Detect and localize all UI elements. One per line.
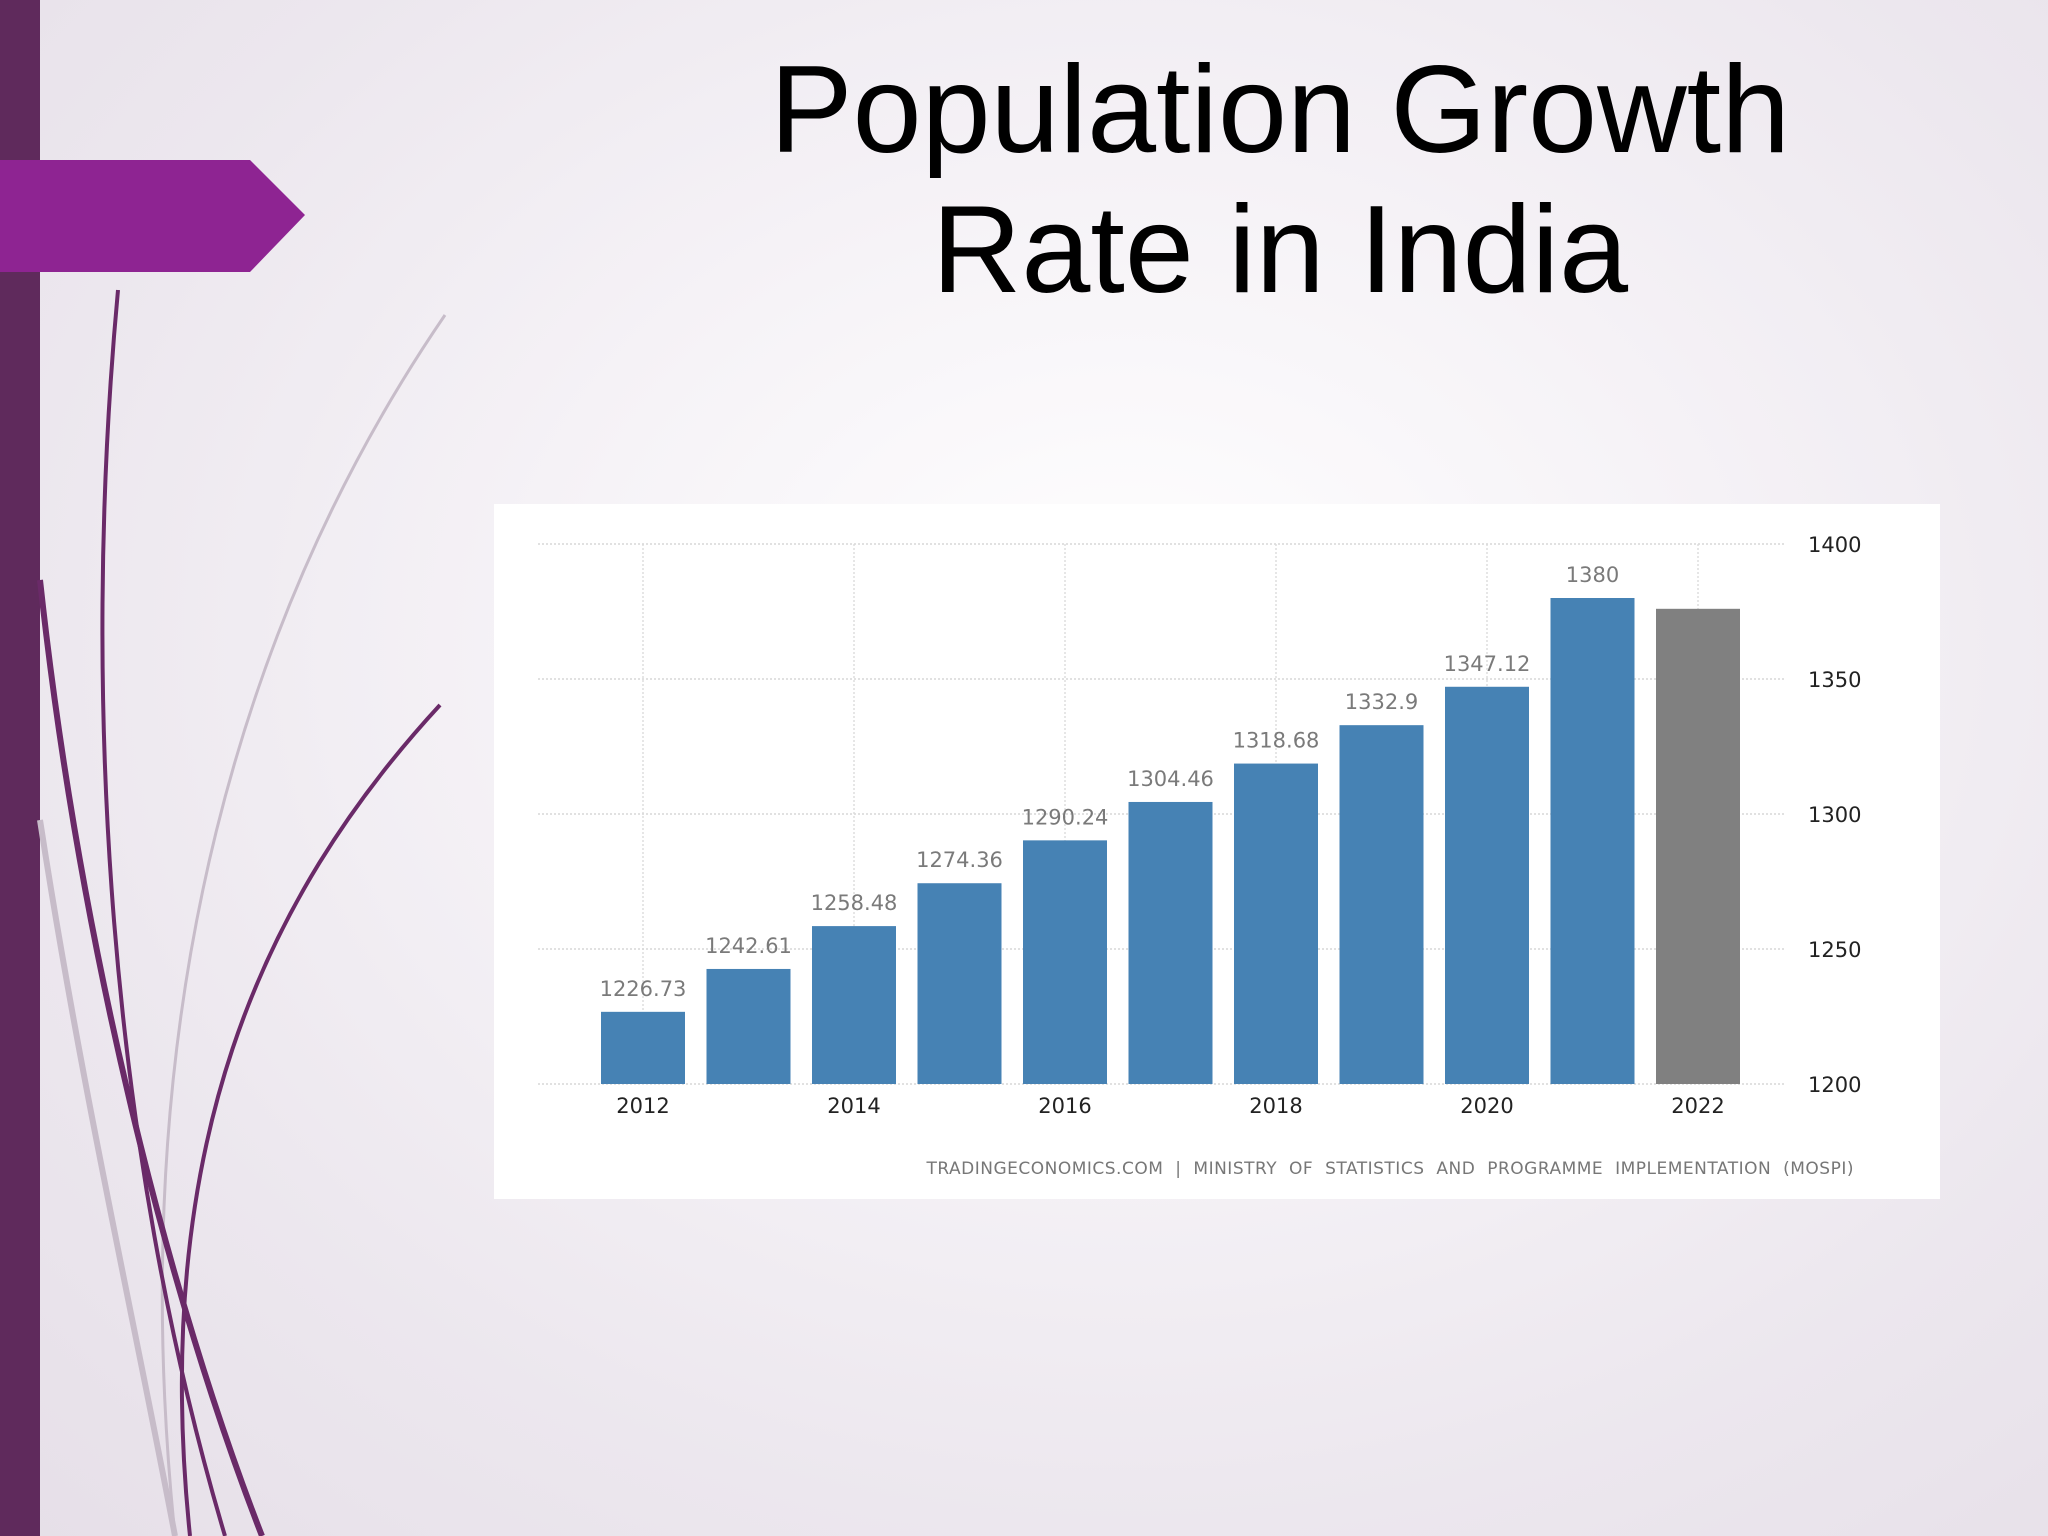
data-bar <box>1234 763 1318 1084</box>
bar-value-label: 1318.68 <box>1233 729 1320 753</box>
x-tick-label: 2016 <box>1038 1094 1091 1118</box>
y-tick-label: 1350 <box>1808 668 1861 692</box>
bar-chart: 1200 1250 1300 1350 1400 1226.73 1242.61 1258.4… <box>538 533 1861 1118</box>
slide-decoration <box>0 0 447 1536</box>
bar-value-label: 1347.12 <box>1444 652 1531 676</box>
decor-curve-light-2 <box>37 819 178 1536</box>
forecast-bar <box>1656 608 1740 1084</box>
bar-value-label: 1304.46 <box>1127 767 1214 791</box>
bar-value-label: 1226.73 <box>600 977 687 1001</box>
data-bar <box>1339 725 1424 1084</box>
y-tick-label: 1400 <box>1808 533 1861 557</box>
data-bar <box>601 1011 685 1084</box>
decor-curve-dark-1 <box>100 289 227 1536</box>
data-bar <box>1128 801 1213 1084</box>
y-tick-label: 1250 <box>1808 938 1861 962</box>
x-tick-label: 2018 <box>1249 1094 1302 1118</box>
chart-panel: 1200 1250 1300 1350 1400 1226.73 1242.61 1258.4… <box>494 504 1940 1199</box>
slide-title-line1: Population Growth <box>769 41 1791 179</box>
slide-title-line2: Rate in India <box>931 181 1629 319</box>
x-tick-label: 2014 <box>827 1094 880 1118</box>
y-tick-label: 1300 <box>1808 803 1861 827</box>
bar-value-label: 1380 <box>1566 563 1619 587</box>
bar-value-label: 1290.24 <box>1022 805 1109 829</box>
data-bar <box>1445 686 1529 1084</box>
data-bar <box>1023 840 1107 1084</box>
bar-value-label: 1242.61 <box>705 934 792 958</box>
x-tick-label: 2012 <box>616 1094 669 1118</box>
bar-value-label: 1274.36 <box>916 848 1003 872</box>
x-tick-label: 2020 <box>1460 1094 1513 1118</box>
decor-curve-dark-2 <box>37 579 265 1536</box>
bar-value-label: 1332.9 <box>1345 690 1418 714</box>
slide-title: Population Growth Rate in India <box>700 40 1860 320</box>
arrow-tab-shape <box>0 160 305 272</box>
bar-value-label: 1258.48 <box>811 891 898 915</box>
data-bar <box>1550 598 1635 1084</box>
decor-curve-dark-3 <box>179 703 442 1536</box>
chart-source: TRADINGECONOMICS.COM | MINISTRY OF STATI… <box>926 1159 1854 1179</box>
data-bar <box>917 883 1002 1084</box>
x-tick-label: 2022 <box>1671 1094 1724 1118</box>
decor-curve-light-1 <box>160 314 447 1536</box>
data-bar <box>812 926 896 1084</box>
y-tick-label: 1200 <box>1808 1073 1861 1097</box>
data-bar <box>706 968 791 1084</box>
